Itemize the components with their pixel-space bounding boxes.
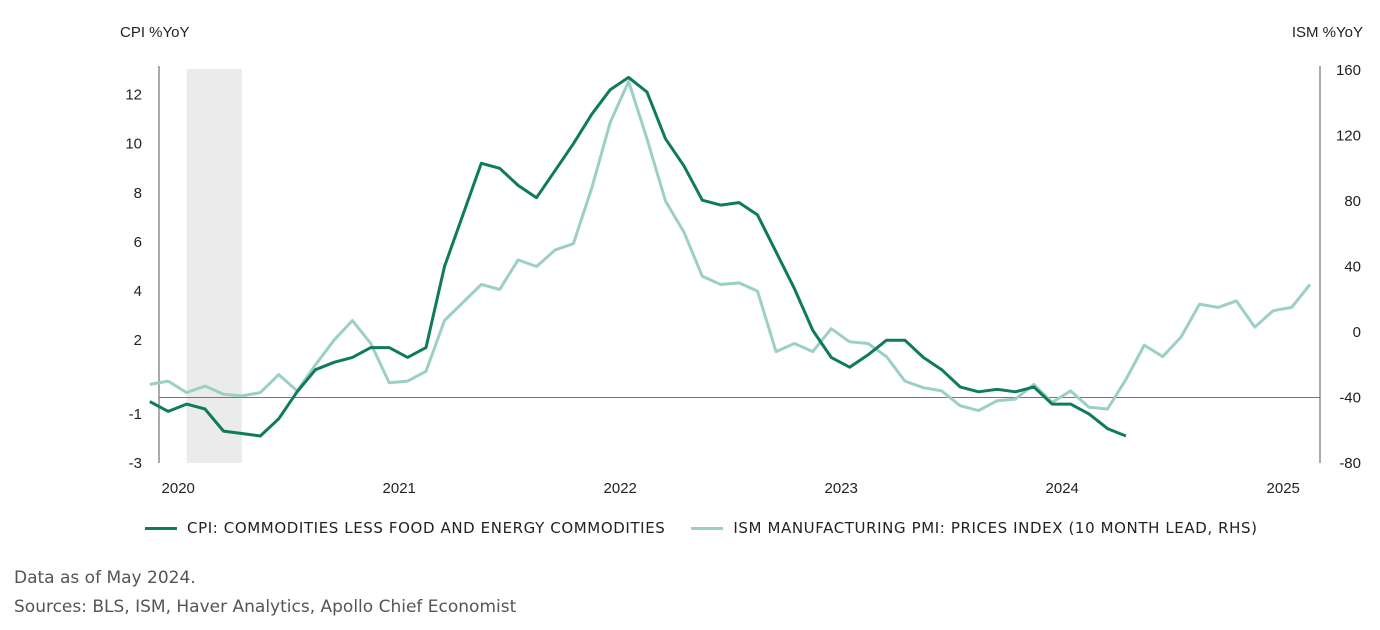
left-tick-label: 6	[134, 234, 142, 251]
legend-swatch-cpi	[145, 526, 177, 530]
right-axis-title: ISM %YoY	[1292, 24, 1363, 41]
x-tick-labels: 2020 2021 2022 2023 2024 2025	[162, 480, 1300, 497]
right-tick-labels: -80 -40 0 40 80 120 160	[1336, 62, 1361, 472]
legend-label-cpi: CPI: COMMODITIES LESS FOOD AND ENERGY CO…	[187, 519, 666, 537]
left-tick-label: 8	[134, 185, 142, 202]
right-tick-label: 80	[1344, 193, 1361, 210]
x-tick-label: 2021	[383, 480, 416, 497]
sources-note: Sources: BLS, ISM, Haver Analytics, Apol…	[14, 597, 517, 617]
legend-swatch-ism	[691, 526, 724, 530]
right-tick-label: 120	[1336, 128, 1361, 145]
right-tick-label: 0	[1353, 324, 1361, 341]
legend-item-cpi: CPI: COMMODITIES LESS FOOD AND ENERGY CO…	[145, 519, 665, 537]
left-tick-labels: -3 -1 2 4 6 8 10 12	[125, 87, 142, 472]
series-line-ism	[149, 80, 1312, 413]
left-tick-label: 2	[134, 332, 142, 349]
left-tick-label: 12	[125, 87, 142, 104]
x-tick-label: 2024	[1046, 480, 1079, 497]
legend-label-ism: ISM MANUFACTURING PMI: PRICES INDEX (10 …	[733, 519, 1258, 537]
series-line-cpi	[149, 75, 1127, 438]
legend: CPI: COMMODITIES LESS FOOD AND ENERGY CO…	[145, 519, 1284, 537]
legend-item-ism: ISM MANUFACTURING PMI: PRICES INDEX (10 …	[691, 519, 1257, 537]
right-tick-label: -80	[1339, 455, 1361, 472]
left-tick-label: -3	[129, 455, 142, 472]
data-as-of-note: Data as of May 2024.	[14, 568, 196, 588]
right-tick-label: 160	[1336, 62, 1361, 79]
right-tick-label: -40	[1339, 390, 1361, 407]
x-tick-label: 2025	[1267, 480, 1300, 497]
right-tick-label: 40	[1344, 259, 1361, 276]
x-tick-label: 2020	[162, 480, 195, 497]
left-axis-title: CPI %YoY	[120, 24, 190, 41]
left-tick-label: 10	[125, 136, 142, 153]
left-tick-label: 4	[134, 283, 142, 300]
left-tick-label: -1	[129, 406, 142, 423]
x-tick-label: 2022	[604, 480, 637, 497]
x-tick-label: 2023	[825, 480, 858, 497]
recession-shading	[186, 69, 242, 463]
